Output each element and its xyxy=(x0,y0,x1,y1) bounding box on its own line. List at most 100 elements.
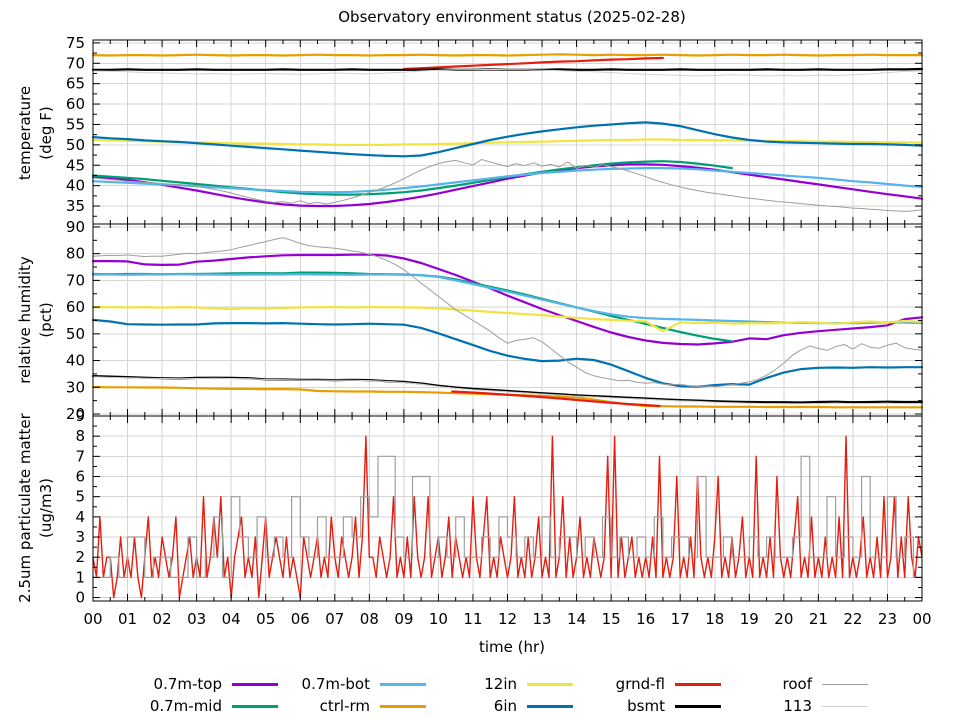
humidity-ytick-40: 40 xyxy=(66,352,85,370)
series-humidity-roof xyxy=(92,237,923,388)
temperature-ytick-40: 40 xyxy=(66,177,85,195)
humidity-ytick-80: 80 xyxy=(66,245,85,263)
particulate-ytick-7: 7 xyxy=(75,447,85,465)
legend-swatch-0.7m-bot xyxy=(380,682,426,686)
legend-item-6in: 6in xyxy=(357,696,573,716)
legend-label: grnd-fl xyxy=(615,675,665,693)
temperature-ytick-55: 55 xyxy=(66,115,85,133)
legend-swatch-ctrl-rm xyxy=(380,704,426,708)
legend-item-0.7m-mid: 0.7m-mid xyxy=(62,696,278,716)
series-humidity-113 xyxy=(92,376,923,405)
series-temperature-113 xyxy=(92,68,923,77)
xtick-0: 00 xyxy=(83,610,102,628)
xtick-4: 04 xyxy=(222,610,241,628)
xtick-20: 20 xyxy=(774,610,793,628)
particulate-ytick-4: 4 xyxy=(75,508,85,526)
xtick-7: 07 xyxy=(325,610,344,628)
series-temperature-0.7m-mid xyxy=(91,160,734,196)
series-humidity-6in xyxy=(91,318,924,388)
particulate-ytick-1: 1 xyxy=(75,568,85,586)
legend-item-0.7m-top: 0.7m-top xyxy=(62,674,278,694)
temperature-ytick-45: 45 xyxy=(66,156,85,174)
xtick-6: 06 xyxy=(291,610,310,628)
legend-label: 0.7m-bot xyxy=(301,675,370,693)
legend-item-bsmt: bsmt xyxy=(505,696,721,716)
humidity-ytick-70: 70 xyxy=(66,271,85,289)
legend-label: 6in xyxy=(493,697,517,715)
xtick-3: 03 xyxy=(187,610,206,628)
series-humidity-0.7m-top xyxy=(91,253,924,346)
series-temperature-12in xyxy=(91,138,924,146)
xtick-1: 01 xyxy=(118,610,137,628)
xtick-12: 12 xyxy=(498,610,517,628)
series-temperature-grnd-fl xyxy=(402,56,664,71)
xtick-8: 08 xyxy=(360,610,379,628)
legend-swatch-bsmt xyxy=(675,704,721,708)
particulate-ytick-6: 6 xyxy=(75,468,85,486)
xtick-23: 23 xyxy=(878,610,897,628)
xtick-15: 15 xyxy=(602,610,621,628)
legend-label: 0.7m-top xyxy=(153,675,222,693)
xtick-17: 17 xyxy=(671,610,690,628)
particulate-ytick-2: 2 xyxy=(75,548,85,566)
temperature-ytick-50: 50 xyxy=(66,136,85,154)
xtick-21: 21 xyxy=(809,610,828,628)
legend-swatch-0.7m-top xyxy=(232,682,278,686)
series-temperature-0.7m-top xyxy=(91,163,924,208)
xtick-22: 22 xyxy=(843,610,862,628)
particulate-ytick-5: 5 xyxy=(75,488,85,506)
humidity-ytick-30: 30 xyxy=(66,378,85,396)
series-humidity-bsmt xyxy=(91,375,924,404)
humidity-ytick-60: 60 xyxy=(66,298,85,316)
legend-item-grnd-fl: grnd-fl xyxy=(505,674,721,694)
legend-label: bsmt xyxy=(627,697,665,715)
temperature-ytick-75: 75 xyxy=(66,34,85,52)
legend-item-ctrl-rm: ctrl-rm xyxy=(210,696,426,716)
legend-label: ctrl-rm xyxy=(319,697,370,715)
legend-swatch-grnd-fl xyxy=(675,682,721,686)
legend-swatch-0.7m-mid xyxy=(232,704,278,708)
legend-item-0.7m-bot: 0.7m-bot xyxy=(210,674,426,694)
series-temperature-ctrl-rm xyxy=(91,53,924,57)
particulate-ytick-8: 8 xyxy=(75,427,85,445)
legend-label: 113 xyxy=(783,697,812,715)
xtick-11: 11 xyxy=(463,610,482,628)
xtick-5: 05 xyxy=(256,610,275,628)
humidity-ytick-20: 20 xyxy=(66,405,85,423)
xtick-13: 13 xyxy=(532,610,551,628)
humidity-ytick-50: 50 xyxy=(66,325,85,343)
series-temperature-0.7m-bot xyxy=(91,167,924,194)
legend-item-12in: 12in xyxy=(357,674,573,694)
particulate-ytick-0: 0 xyxy=(75,589,85,607)
legend-label: roof xyxy=(782,675,812,693)
xtick-14: 14 xyxy=(567,610,586,628)
x-axis-label: time (hr) xyxy=(478,638,546,656)
humidity-ytick-90: 90 xyxy=(66,218,85,236)
xtick-10: 10 xyxy=(429,610,448,628)
particulate-ytick-3: 3 xyxy=(75,528,85,546)
xtick-9: 09 xyxy=(394,610,413,628)
legend-swatch-12in xyxy=(527,682,573,686)
xtick-24: 00 xyxy=(912,610,931,628)
temperature-ytick-35: 35 xyxy=(66,197,85,215)
temperature-ytick-70: 70 xyxy=(66,54,85,72)
series-temperature-roof xyxy=(92,159,923,212)
legend-item-113: 113 xyxy=(652,696,868,716)
xtick-16: 16 xyxy=(636,610,655,628)
legend-item-roof: roof xyxy=(652,674,868,694)
temperature-ytick-65: 65 xyxy=(66,75,85,93)
temperature-ytick-60: 60 xyxy=(66,95,85,113)
series-particulate-roof xyxy=(92,455,923,578)
chart-title: Observatory environment status (2025-02-… xyxy=(338,8,686,26)
series-humidity-grnd-fl xyxy=(451,390,661,408)
xtick-18: 18 xyxy=(705,610,724,628)
series-temperature-6in xyxy=(91,121,924,158)
particulate-ytick-9: 9 xyxy=(75,407,85,425)
xtick-2: 02 xyxy=(153,610,172,628)
legend-label: 0.7m-mid xyxy=(149,697,222,715)
legend-label: 12in xyxy=(484,675,517,693)
xtick-19: 19 xyxy=(740,610,759,628)
legend-swatch-113 xyxy=(822,705,868,707)
